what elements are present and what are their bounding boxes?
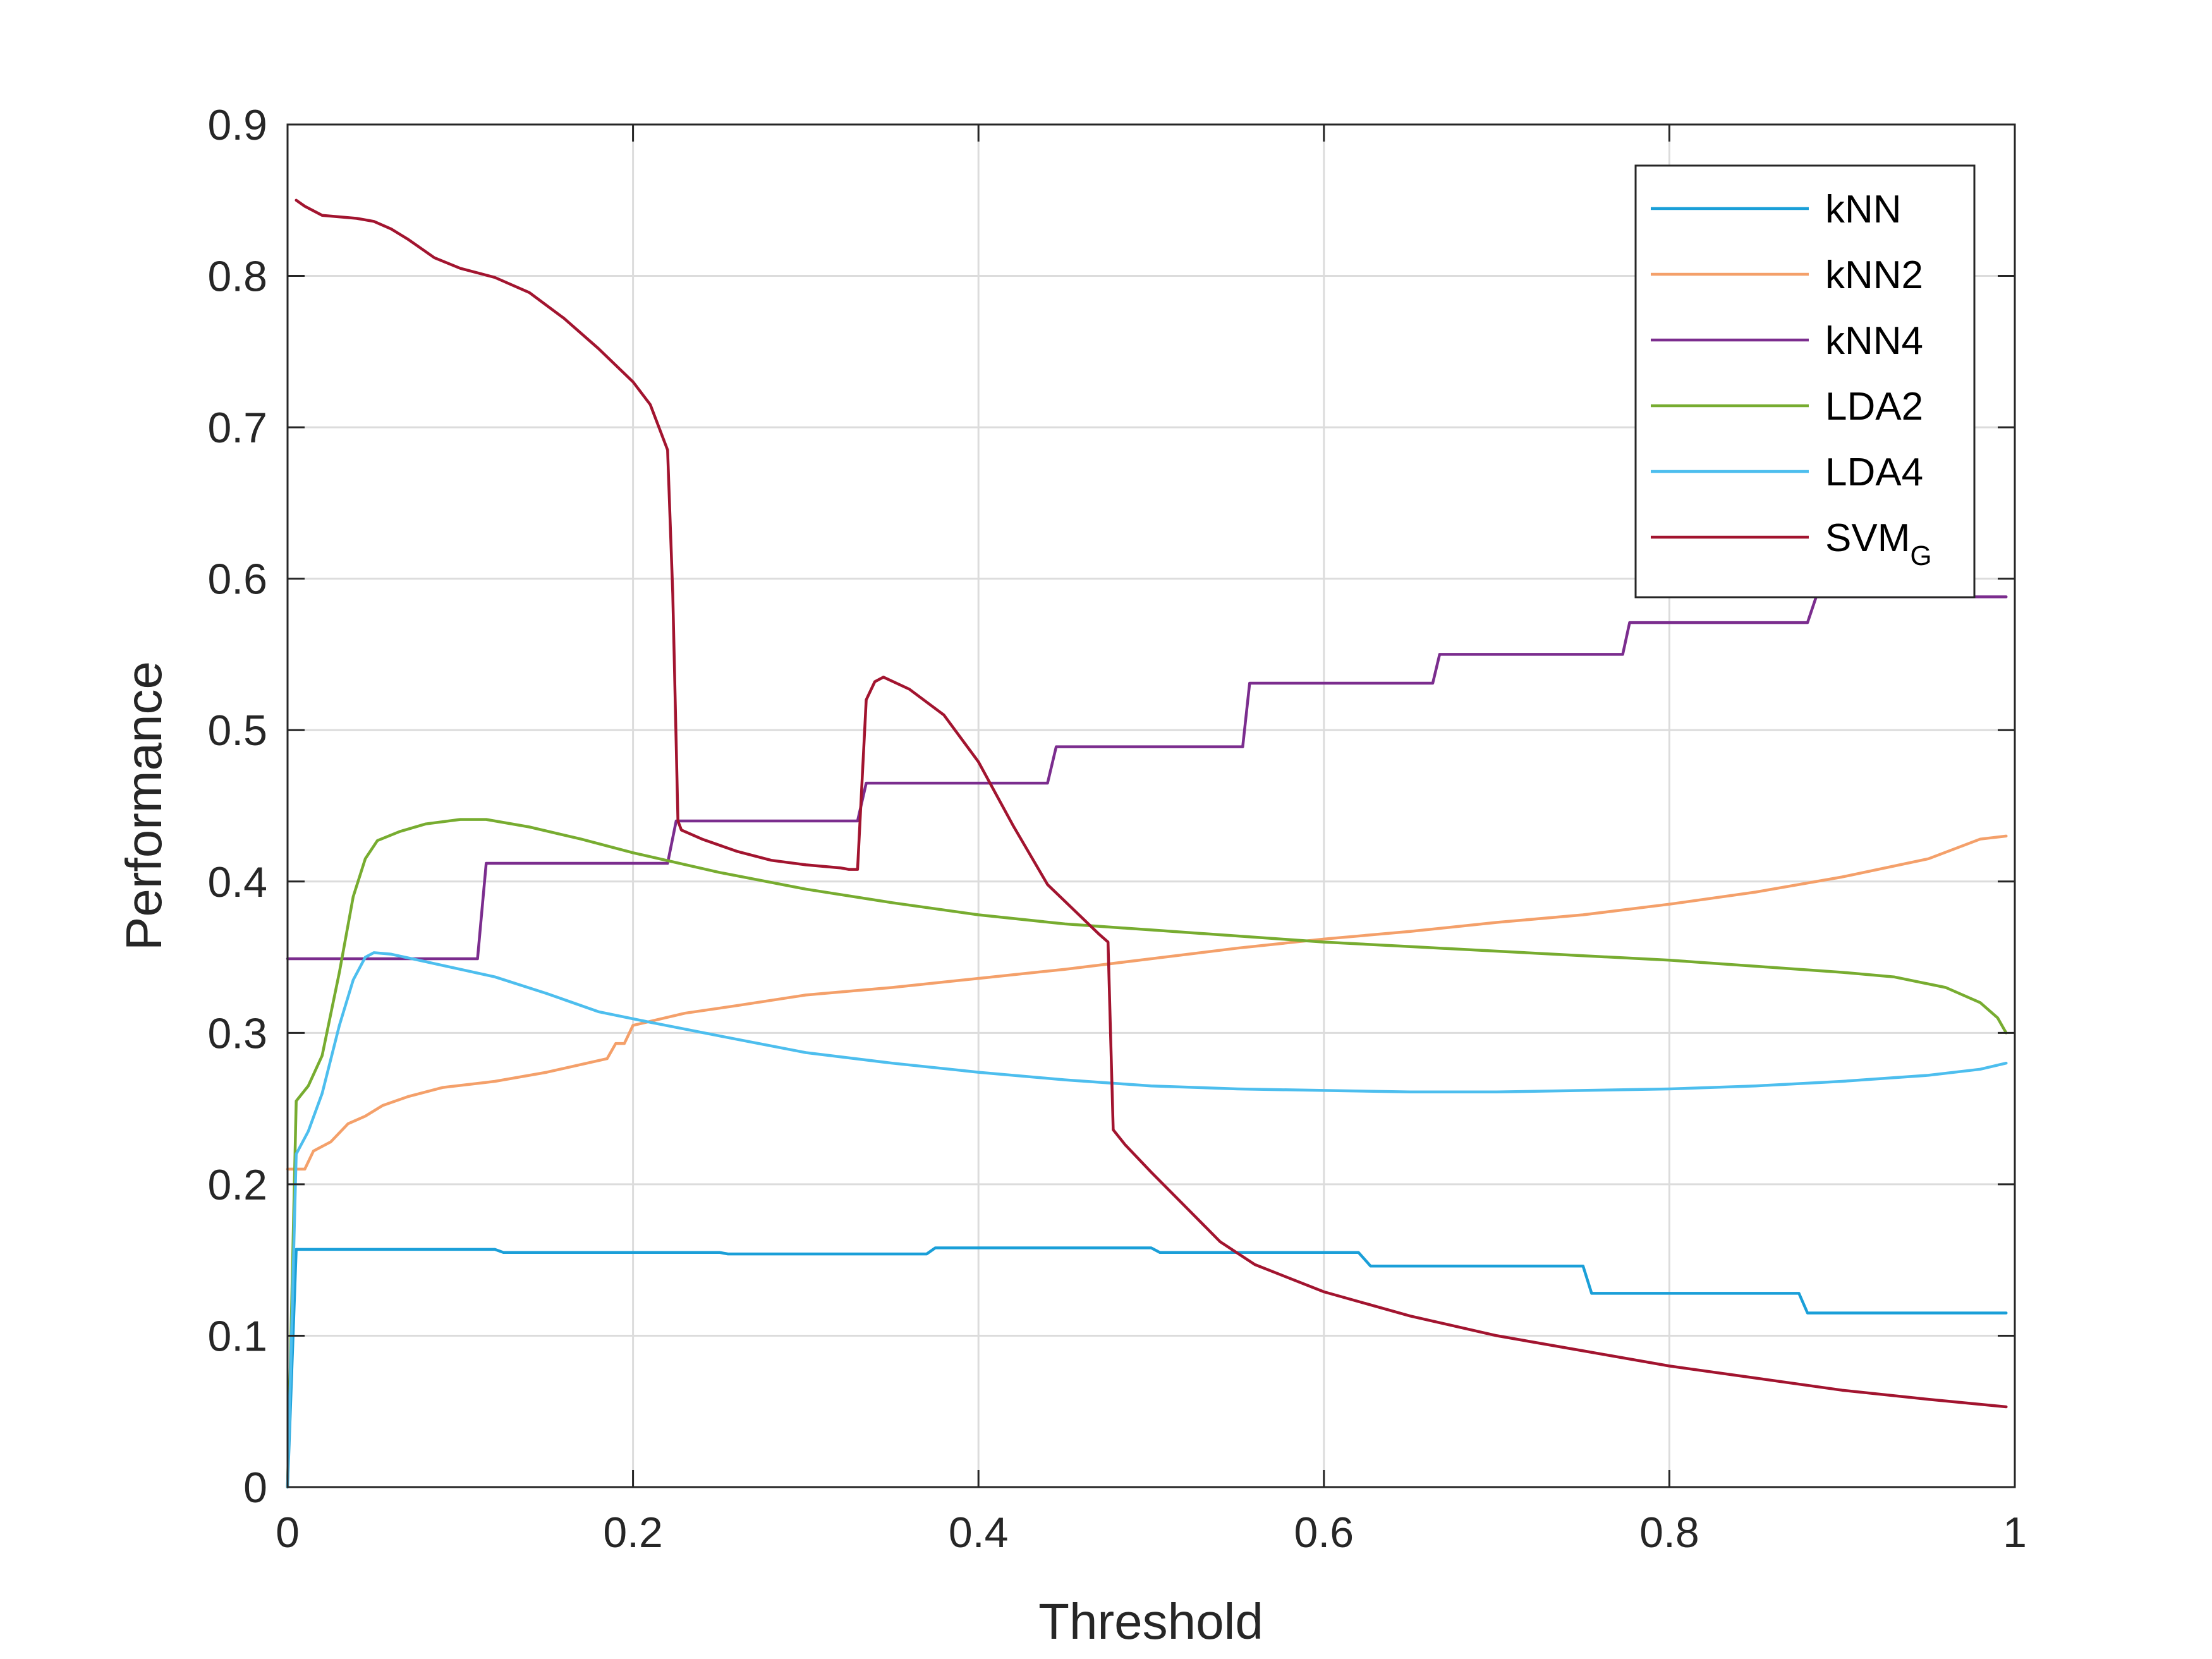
- y-tick-label: 0.8: [207, 253, 267, 301]
- y-tick-label: 0.1: [207, 1312, 267, 1360]
- x-tick-label: 0: [276, 1509, 300, 1557]
- legend-box: [1634, 164, 1976, 599]
- ticks: [286, 123, 2016, 1488]
- legend-label-lda4: LDA4: [1825, 451, 1923, 494]
- legend-label-text: LDA4: [1825, 451, 1923, 494]
- legend: kNN kNN2 kNN4 LDA2 LDA4 SVMG: [1634, 164, 1976, 599]
- x-tick-label: 0.6: [1294, 1509, 1354, 1557]
- y-tick-label: 0: [243, 1464, 267, 1512]
- series-line-knn2: [286, 834, 2008, 1171]
- x-tick-labels: 0 0.2 0.4 0.6 0.8 1: [276, 1509, 2027, 1557]
- y-tick-label: 0.3: [207, 1009, 267, 1057]
- series-line-lda2: [286, 818, 2008, 1489]
- series-line-svmg: [295, 198, 2008, 1409]
- series-line-knn4: [286, 595, 2008, 961]
- series-line-knn: [286, 1246, 2008, 1489]
- y-tick-label: 0.2: [207, 1161, 267, 1209]
- y-tick-labels: 0 0.1 0.2 0.3 0.4 0.5 0.6 0.7 0.8 0.9: [207, 101, 267, 1512]
- y-tick-label: 0.6: [207, 556, 267, 604]
- legend-label-svmg: SVMG: [1825, 516, 1932, 571]
- series-layer: [286, 198, 2008, 1489]
- y-axis-title: Performance: [116, 661, 172, 951]
- legend-label-knn4: kNN4: [1825, 319, 1923, 363]
- legend-label-knn: kNN: [1825, 188, 1902, 231]
- legend-label-text: kNN4: [1825, 319, 1923, 363]
- x-tick-label: 1: [2003, 1509, 2027, 1557]
- grid: [288, 125, 2015, 1487]
- legend-label-text: kNN: [1825, 188, 1902, 231]
- plot-box: [286, 123, 2016, 1488]
- y-tick-label: 0.9: [207, 101, 267, 149]
- series-line-lda4: [286, 951, 2008, 1489]
- legend-label-subscript: G: [1910, 540, 1931, 571]
- legend-label-text: kNN2: [1825, 253, 1923, 297]
- legend-label-lda2: LDA2: [1825, 385, 1923, 428]
- legend-label-text: SVM: [1825, 516, 1910, 560]
- x-tick-label: 0.8: [1639, 1509, 1699, 1557]
- y-tick-label: 0.5: [207, 707, 267, 755]
- legend-label-text: LDA2: [1825, 385, 1923, 428]
- x-tick-label: 0.2: [603, 1509, 663, 1557]
- y-tick-label: 0.4: [207, 858, 267, 906]
- x-tick-label: 0.4: [949, 1509, 1009, 1557]
- x-axis-title: Threshold: [1038, 1593, 1263, 1650]
- y-tick-label: 0.7: [207, 404, 267, 452]
- legend-label-knn2: kNN2: [1825, 253, 1923, 297]
